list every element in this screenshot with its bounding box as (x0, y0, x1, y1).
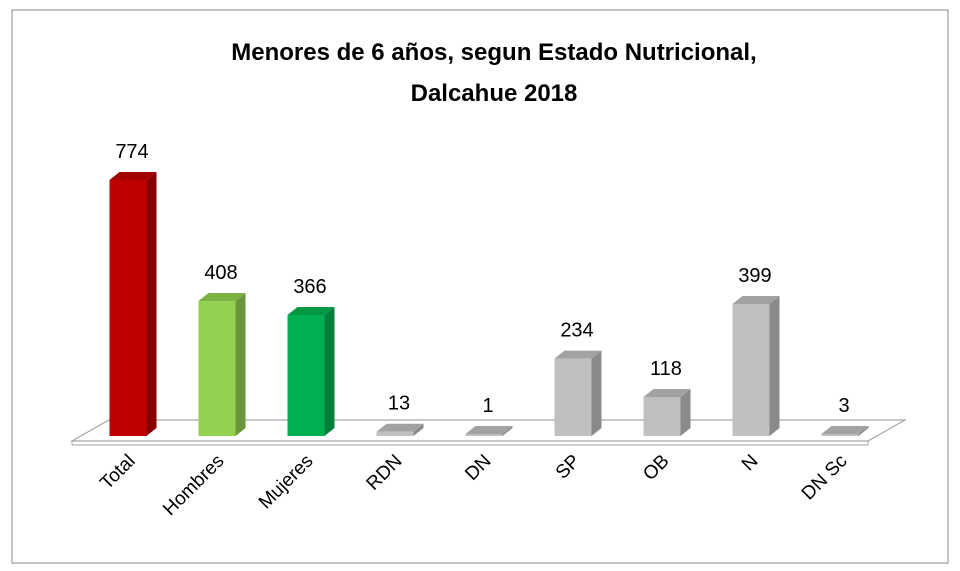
bar-top (554, 350, 602, 359)
data-label: 408 (204, 262, 237, 284)
bar (109, 180, 147, 436)
data-label: 13 (388, 393, 410, 415)
bar-side (324, 306, 335, 436)
bar (465, 434, 503, 436)
bar-top (643, 388, 691, 397)
bar-top (821, 426, 869, 434)
chart-subtitle: Dalcahue 2018 (411, 80, 578, 107)
bar-side (680, 388, 691, 436)
bar-top (376, 423, 424, 432)
bar-top (465, 426, 513, 434)
bar-side (502, 426, 513, 436)
bar-top (109, 172, 157, 180)
data-label: 1 (482, 395, 493, 417)
bar-side (858, 426, 869, 436)
data-label: 366 (293, 276, 326, 298)
bar-top (732, 296, 780, 305)
bar (554, 358, 592, 436)
bar-side (769, 296, 780, 436)
chart-title: Menores de 6 años, segun Estado Nutricio… (231, 39, 756, 66)
bar (198, 301, 236, 436)
data-label: 234 (560, 320, 593, 342)
bar-top (287, 306, 335, 315)
bar (376, 431, 414, 436)
data-label: 399 (738, 265, 771, 287)
data-label: 774 (115, 141, 148, 163)
bar-side (413, 423, 424, 436)
bar-side (235, 293, 246, 436)
bar (643, 396, 681, 436)
bar-side (146, 172, 157, 436)
chart-border (11, 9, 949, 564)
bar (821, 434, 859, 436)
bar (732, 304, 770, 436)
bar (287, 314, 325, 436)
bar-top (198, 293, 246, 302)
data-label: 118 (650, 358, 682, 380)
data-label: 3 (838, 395, 849, 417)
bar-side (591, 350, 602, 436)
